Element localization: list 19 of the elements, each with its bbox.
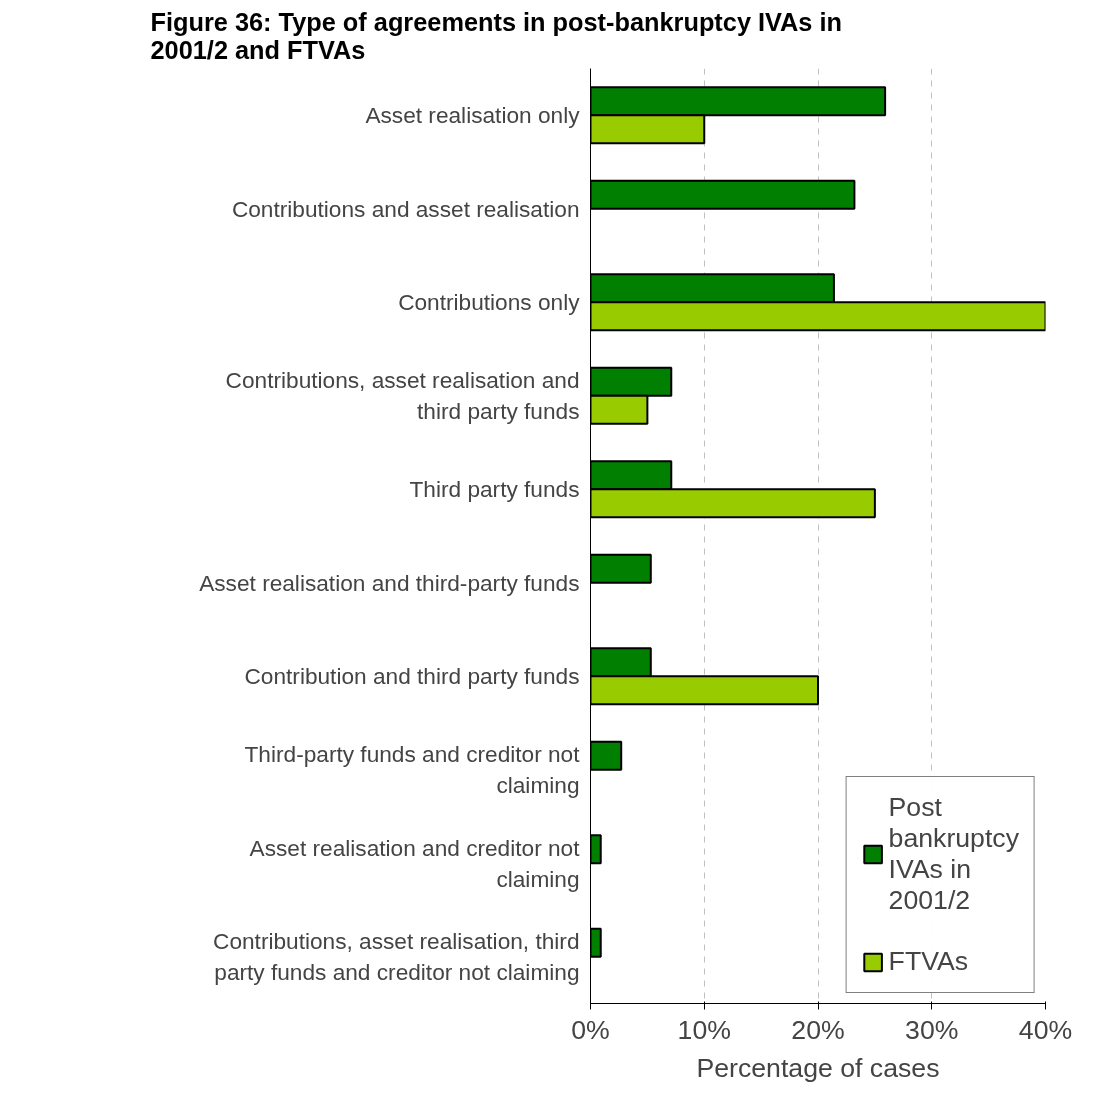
- y-tick-label: Contributions only: [398, 289, 581, 316]
- y-tick-label: Asset realisation and third-party funds: [199, 569, 580, 596]
- legend-label: Post bankruptcy IVAs in 2001/2: [888, 792, 1019, 916]
- x-axis-title: Percentage of cases: [696, 1052, 940, 1083]
- y-tick-label: Contributions, asset realisation and third party funds: [225, 367, 580, 425]
- y-tick-label: Contributions and asset realisation: [231, 195, 580, 222]
- legend-label: FTVAs: [888, 946, 969, 977]
- y-tick-label: Contributions, asset realisation, third party funds and creditor not claiming: [213, 928, 580, 986]
- y-tick-label: Contribution and third party funds: [244, 663, 580, 690]
- x-tick-label: 0%: [571, 1014, 610, 1045]
- y-tick-label: Asset realisation and creditor not claiming: [249, 834, 581, 892]
- x-tick-label: 20%: [791, 1014, 845, 1045]
- x-tick-label: 10%: [677, 1014, 731, 1045]
- x-tick-label: 40%: [1018, 1014, 1073, 1045]
- y-tick-label: Third-party funds and creditor not claiming: [244, 741, 581, 799]
- chart-title: Figure 36: Type of agreements in post-bankruptcy IVAs in 2001/2 and FTVAs: [150, 7, 842, 64]
- y-tick-label: Third party funds: [409, 476, 580, 503]
- y-tick-label: Asset realisation only: [365, 102, 581, 129]
- x-tick-label: 30%: [905, 1014, 959, 1045]
